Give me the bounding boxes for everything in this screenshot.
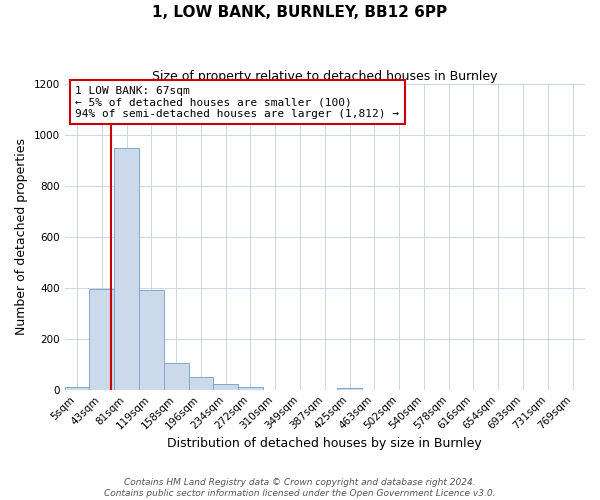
- Bar: [337, 388, 362, 390]
- Title: Size of property relative to detached houses in Burnley: Size of property relative to detached ho…: [152, 70, 497, 83]
- Text: 1, LOW BANK, BURNLEY, BB12 6PP: 1, LOW BANK, BURNLEY, BB12 6PP: [152, 5, 448, 20]
- Bar: [214, 384, 238, 390]
- Bar: [238, 387, 263, 390]
- X-axis label: Distribution of detached houses by size in Burnley: Distribution of detached houses by size …: [167, 437, 482, 450]
- Y-axis label: Number of detached properties: Number of detached properties: [15, 138, 28, 336]
- Bar: [164, 363, 188, 390]
- Bar: [65, 387, 89, 390]
- Bar: [139, 290, 164, 390]
- Text: 1 LOW BANK: 67sqm
← 5% of detached houses are smaller (100)
94% of semi-detached: 1 LOW BANK: 67sqm ← 5% of detached house…: [75, 86, 399, 119]
- Bar: [89, 289, 114, 390]
- Text: Contains HM Land Registry data © Crown copyright and database right 2024.
Contai: Contains HM Land Registry data © Crown c…: [104, 478, 496, 498]
- Bar: [114, 148, 139, 390]
- Bar: [188, 377, 214, 390]
